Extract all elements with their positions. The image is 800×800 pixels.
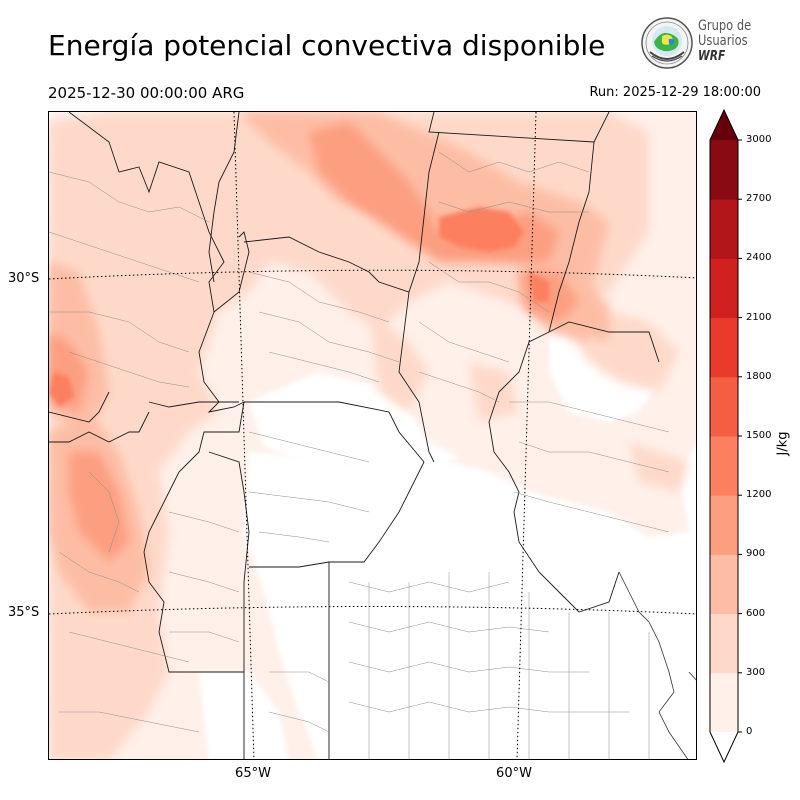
lat-label-35s: 35°S (8, 605, 40, 620)
valid-time-label: 2025-12-30 00:00:00 ARG (48, 84, 245, 102)
colorbar-segment (710, 495, 738, 555)
graticule (49, 112, 696, 759)
colorbar-tick-label: 3000 (746, 134, 772, 145)
colorbar-segment (710, 199, 738, 259)
department-borders (49, 151, 670, 759)
globe-icon (641, 17, 693, 69)
lat-label-30s: 30°S (8, 271, 40, 286)
colorbar-tick-label: 2100 (746, 311, 772, 323)
logo-line-2: Usuarios (698, 33, 748, 49)
colorbar-tick-label: 2400 (746, 252, 772, 264)
colorbar-tick-label: 1200 (746, 489, 772, 501)
colorbar-segment (710, 140, 738, 200)
lon-label-60w: 60°W (496, 766, 532, 781)
logo-line-1: Grupo de (698, 18, 752, 34)
cape-level-1200 (49, 207, 549, 407)
colorbar-extend-max (710, 110, 738, 140)
colorbar (709, 108, 742, 764)
colorbar-segment (710, 376, 738, 437)
chart-title: Energía potencial convectiva disponible (48, 29, 606, 62)
colorbar-unit-label: J/kg (775, 431, 791, 456)
colorbar-tick-label: 1500 (746, 430, 772, 441)
colorbar-segment (710, 613, 738, 674)
colorbar-tick-label: 2700 (746, 193, 772, 205)
colorbar-tick-label: 1800 (746, 370, 772, 382)
colorbar-segment (710, 672, 738, 733)
coastline (618, 571, 696, 759)
run-time-label: Run: 2025-12-29 18:00:00 (589, 85, 761, 100)
lon-label-65w: 65°W (235, 766, 271, 781)
cape-field (49, 112, 696, 759)
colorbar-segment (710, 436, 738, 496)
logo-line-3: WRF (698, 49, 726, 64)
grupo-usuarios-wrf-logo: Grupo de Usuarios WRF (640, 16, 760, 72)
colorbar-segment (710, 317, 738, 378)
colorbar-tick-label: 900 (746, 548, 766, 560)
cape-map (48, 111, 697, 760)
colorbar-extend-min (710, 732, 738, 762)
colorbar-tick-label: 0 (746, 726, 753, 737)
logo-text: Grupo de Usuarios WRF (698, 18, 752, 65)
colorbar-tick-label: 600 (746, 607, 766, 619)
colorbar-segment (710, 258, 738, 319)
colorbar-segment (710, 554, 738, 615)
colorbar-tick-label: 300 (746, 666, 766, 678)
